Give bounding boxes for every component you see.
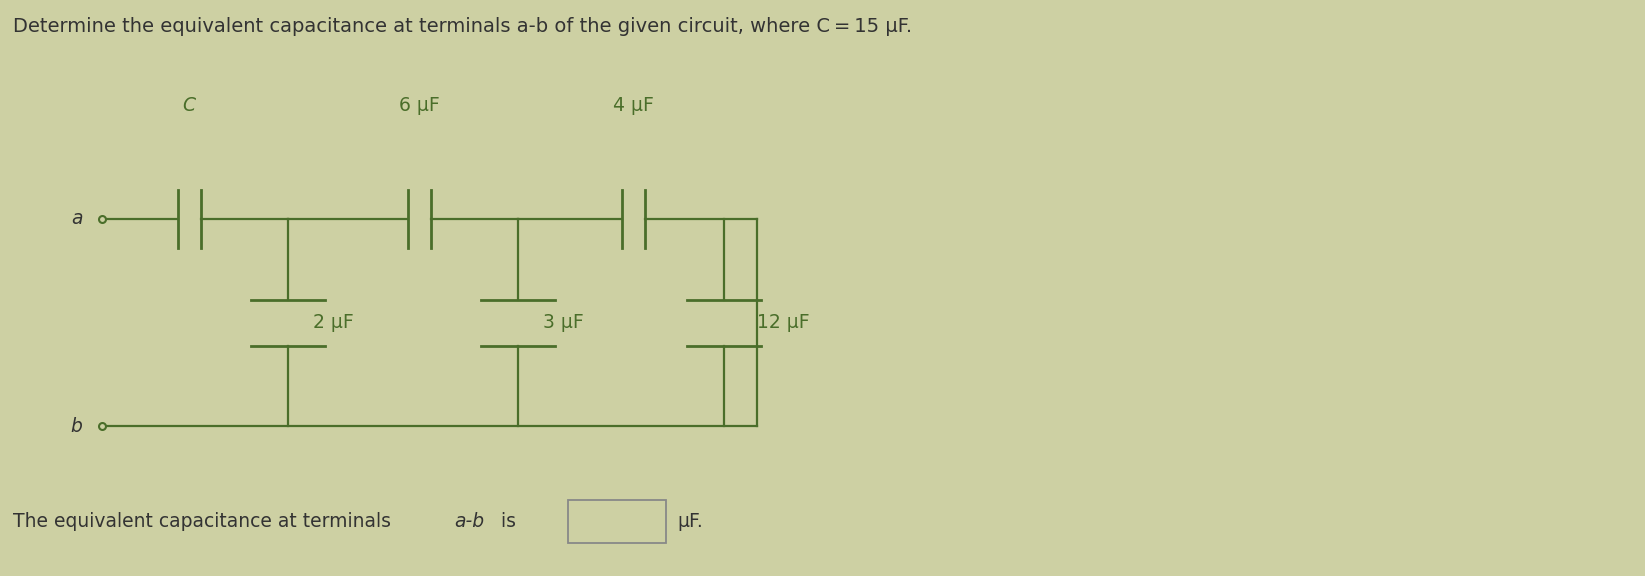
Text: a-b: a-b: [454, 512, 484, 530]
Text: μF.: μF.: [678, 512, 704, 530]
Text: 3 μF: 3 μF: [543, 313, 584, 332]
Text: a: a: [71, 210, 82, 228]
Text: b: b: [71, 417, 82, 435]
Text: 12 μF: 12 μF: [757, 313, 809, 332]
Text: 2 μF: 2 μF: [313, 313, 354, 332]
Text: Determine the equivalent capacitance at terminals a-b of the given circuit, wher: Determine the equivalent capacitance at …: [13, 17, 913, 36]
Text: 4 μF: 4 μF: [614, 96, 653, 115]
Text: 6 μF: 6 μF: [400, 96, 439, 115]
Text: C: C: [183, 96, 196, 115]
FancyBboxPatch shape: [568, 499, 666, 543]
Text: is: is: [495, 512, 517, 530]
Text: The equivalent capacitance at terminals: The equivalent capacitance at terminals: [13, 512, 396, 530]
